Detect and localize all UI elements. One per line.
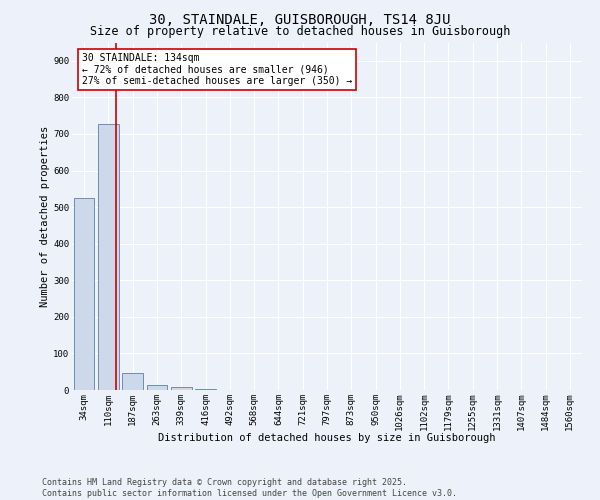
X-axis label: Distribution of detached houses by size in Guisborough: Distribution of detached houses by size … bbox=[158, 433, 496, 443]
Bar bbox=[146, 384, 167, 390]
Text: Contains HM Land Registry data © Crown copyright and database right 2025.
Contai: Contains HM Land Registry data © Crown c… bbox=[42, 478, 457, 498]
Bar bbox=[98, 124, 119, 390]
Y-axis label: Number of detached properties: Number of detached properties bbox=[40, 126, 50, 307]
Bar bbox=[74, 198, 94, 390]
Bar bbox=[171, 387, 191, 390]
Text: Size of property relative to detached houses in Guisborough: Size of property relative to detached ho… bbox=[90, 25, 510, 38]
Text: 30, STAINDALE, GUISBOROUGH, TS14 8JU: 30, STAINDALE, GUISBOROUGH, TS14 8JU bbox=[149, 12, 451, 26]
Bar bbox=[122, 373, 143, 390]
Text: 30 STAINDALE: 134sqm
← 72% of detached houses are smaller (946)
27% of semi-deta: 30 STAINDALE: 134sqm ← 72% of detached h… bbox=[82, 53, 352, 86]
